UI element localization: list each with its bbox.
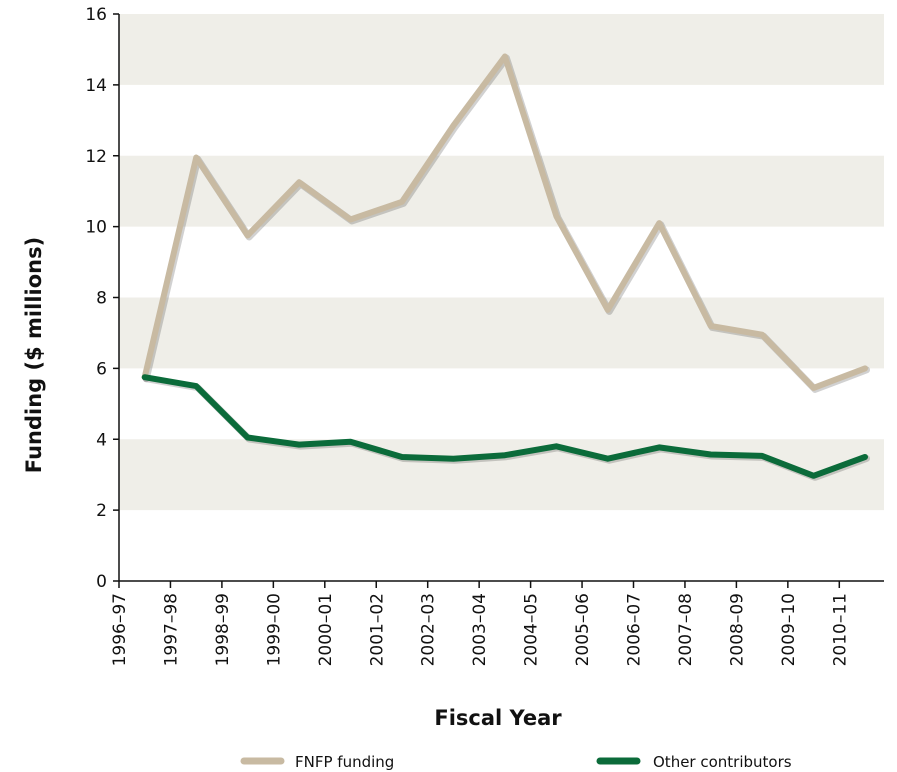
x-tick-label: 2005–06: [573, 593, 593, 666]
x-tick-label: 2010–11: [830, 593, 850, 666]
y-tick-label: 16: [85, 5, 107, 25]
y-axis-ticks: 0 2 4 6 8 10 12 14 16: [85, 5, 119, 592]
x-tick-label: 2007–08: [676, 593, 696, 666]
x-tick-label: 1999–00: [264, 593, 284, 666]
y-tick-label: 6: [96, 359, 107, 379]
x-axis-ticks: 1996–97 1997–98 1998–99 1999–00 2000–01 2001–…: [110, 581, 850, 666]
y-tick-label: 4: [96, 430, 107, 450]
x-tick-label: 2006–07: [625, 593, 645, 666]
grid-band: [119, 155, 884, 227]
grid-band: [119, 14, 884, 85]
x-axis-title: Fiscal Year: [434, 706, 562, 730]
y-axis-title: Funding ($ millions): [22, 237, 46, 473]
y-tick-label: 12: [85, 147, 107, 167]
x-tick-label: 1996–97: [110, 593, 130, 666]
legend: FNFP funding Other contributors: [240, 753, 792, 771]
x-tick-label: 2004–05: [522, 593, 542, 666]
x-tick-label: 2002–03: [419, 593, 439, 666]
x-tick-label: 2008–09: [727, 593, 747, 666]
series-layer: [141, 53, 870, 481]
grid-band: [119, 297, 884, 369]
legend-label-fnfp: FNFP funding: [295, 753, 394, 771]
x-tick-label: 2003–04: [470, 593, 490, 666]
y-tick-label: 0: [96, 572, 107, 592]
x-tick-label: 2000–01: [316, 593, 336, 666]
x-tick-label: 1997–98: [161, 593, 181, 666]
y-tick-label: 14: [85, 76, 107, 96]
legend-label-other: Other contributors: [653, 753, 792, 771]
y-tick-label: 10: [85, 218, 107, 238]
y-tick-label: 8: [96, 289, 107, 309]
x-tick-label: 2009–10: [779, 593, 799, 666]
y-tick-label: 2: [96, 501, 107, 521]
x-tick-label: 2001–02: [367, 593, 387, 666]
x-tick-label: 1998–99: [213, 593, 233, 666]
grid-bands: [119, 14, 884, 511]
grid-band: [119, 439, 884, 511]
